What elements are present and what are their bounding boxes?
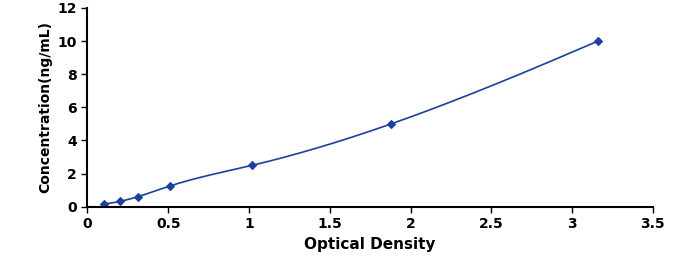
X-axis label: Optical Density: Optical Density: [304, 237, 436, 252]
Y-axis label: Concentration(ng/mL): Concentration(ng/mL): [38, 21, 52, 193]
